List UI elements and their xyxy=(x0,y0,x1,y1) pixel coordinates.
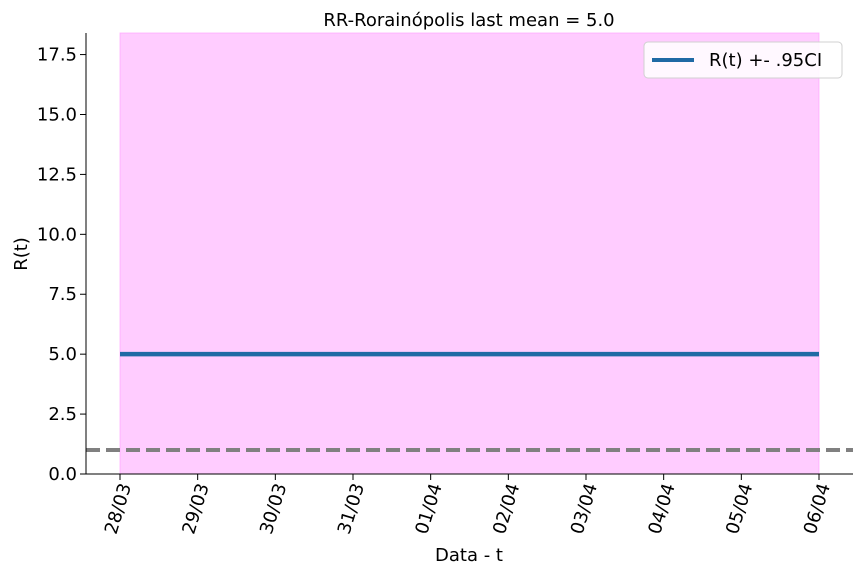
x-tick-label: 28/03 xyxy=(101,481,136,537)
x-tick-label: 29/03 xyxy=(178,481,213,537)
x-ticks: 28/03 29/03 30/03 31/03 01/04 02/04 03/04 04/04… xyxy=(101,474,835,537)
y-tick-label: 2.5 xyxy=(48,404,77,425)
x-tick-label: 30/03 xyxy=(256,481,291,537)
x-tick-label: 03/04 xyxy=(567,481,602,537)
y-tick-label: 12.5 xyxy=(37,164,77,185)
y-tick-label: 17.5 xyxy=(37,45,77,66)
x-tick-label: 04/04 xyxy=(644,481,679,537)
x-tick-label: 01/04 xyxy=(411,481,446,537)
chart-title: RR-Rorainópolis last mean = 5.0 xyxy=(323,10,614,31)
legend-frame xyxy=(643,41,843,79)
y-axis-label: R(t) xyxy=(11,237,32,271)
confidence-band-layer xyxy=(119,32,820,475)
legend-entry-label: R(t) +- .95CI xyxy=(709,50,822,71)
y-tick-label: 0.0 xyxy=(48,464,77,485)
confidence-band xyxy=(119,32,820,475)
y-tick-label: 15.0 xyxy=(37,104,77,125)
x-tick-label: 02/04 xyxy=(489,481,524,537)
x-tick-label: 31/03 xyxy=(334,481,369,537)
y-tick-label: 7.5 xyxy=(48,284,77,305)
legend: R(t) +- .95CI xyxy=(643,41,843,79)
x-tick-label: 05/04 xyxy=(722,481,757,537)
y-ticks: 0.0 2.5 5.0 7.5 10.0 12.5 15.0 17.5 xyxy=(37,45,86,485)
x-axis-label: Data - t xyxy=(435,545,503,566)
y-tick-label: 5.0 xyxy=(48,344,77,365)
axes xyxy=(85,33,853,475)
y-tick-label: 10.0 xyxy=(37,224,77,245)
x-tick-label: 06/04 xyxy=(800,481,835,537)
